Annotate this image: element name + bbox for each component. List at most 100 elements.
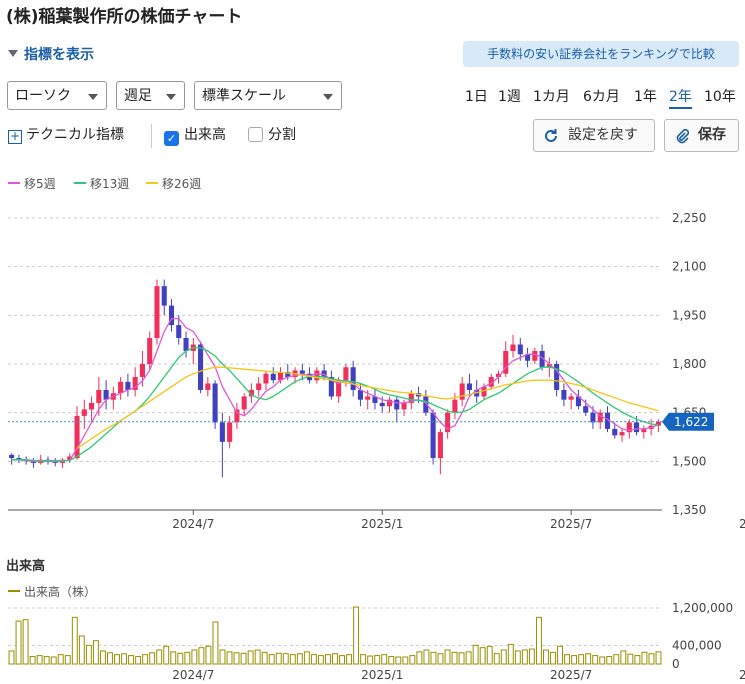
caret-down-icon — [166, 94, 176, 100]
volume-x-tick-label: 2026/1 — [739, 668, 745, 682]
chart-type-select[interactable]: ローソク — [7, 81, 107, 110]
volume-bar — [353, 606, 360, 665]
scale-value: 標準スケール — [202, 88, 286, 104]
candle-body — [423, 396, 429, 413]
period-6m[interactable]: 6カ月 — [583, 89, 620, 105]
interval-value: 週足 — [124, 88, 152, 104]
candle-body — [103, 389, 109, 400]
volume-bar — [592, 655, 599, 665]
candle-body — [270, 373, 276, 381]
y-tick-label: 1,800 — [672, 357, 706, 371]
save-button[interactable]: 保存 — [664, 119, 739, 152]
period-1w[interactable]: 1週 — [498, 89, 521, 105]
candle-body — [612, 428, 618, 436]
candle-body — [125, 381, 131, 390]
candle-body — [176, 325, 182, 339]
period-1m[interactable]: 1カ月 — [533, 89, 570, 105]
candle-body — [452, 399, 458, 413]
y-tick-label: 1,500 — [672, 454, 706, 468]
candle-body — [655, 421, 661, 426]
candle-body — [147, 338, 153, 364]
volume-bar — [634, 655, 641, 665]
volume-bar — [71, 616, 78, 665]
volume-bar — [423, 649, 430, 665]
volume-bar — [317, 655, 324, 665]
last-price-tag — [662, 412, 714, 431]
x-tick-label: 2026/1 — [739, 517, 745, 530]
volume-bar — [289, 654, 296, 665]
plus-square-icon: + — [8, 129, 22, 144]
candle-body — [277, 372, 284, 381]
price-chart[interactable]: 2,2502,1001,9501,8001,6501,5001,3502024/… — [0, 200, 745, 530]
volume-bar — [43, 656, 50, 665]
refresh-icon — [545, 129, 557, 142]
period-1y[interactable]: 1年 — [634, 89, 657, 105]
x-tick-label: 2025/7 — [550, 517, 592, 530]
volume-bar — [486, 645, 493, 665]
volume-bar — [156, 649, 163, 665]
ma13-label: 移13週 — [90, 177, 130, 191]
technical-indicator-button[interactable]: + テクニカル指標 — [8, 124, 124, 144]
y-tick-label: 2,100 — [672, 260, 706, 274]
candle-body — [67, 456, 73, 460]
period-10y[interactable]: 10年 — [704, 89, 736, 105]
candle-body — [365, 396, 371, 400]
volume-bar — [135, 656, 142, 665]
period-2y[interactable]: 2年 — [669, 86, 692, 109]
volume-checkbox[interactable]: ✓ 出来高 — [164, 124, 226, 146]
empty-checkbox-icon — [248, 127, 263, 142]
candle-body — [583, 406, 589, 413]
candle-body — [495, 373, 502, 377]
volume-bar — [205, 645, 212, 665]
volume-bar — [36, 655, 43, 665]
y-tick-label: 1,950 — [672, 308, 706, 322]
interval-select[interactable]: 週足 — [116, 81, 185, 110]
candle-body — [554, 364, 560, 390]
candle-body — [336, 380, 342, 397]
volume-bar — [374, 655, 381, 665]
candle-body — [532, 351, 538, 361]
candle-body — [568, 396, 574, 400]
candle-body — [96, 389, 102, 403]
broker-compare-link[interactable]: 手数料の安い証券会社をランキングで比較 — [463, 41, 739, 67]
volume-bar — [177, 652, 184, 665]
volume-bar — [15, 620, 22, 665]
reset-settings-label: 設定を戻す — [568, 127, 638, 143]
candle-body — [212, 383, 218, 423]
volume-bar — [191, 649, 198, 665]
volume-bar — [360, 654, 367, 665]
volume-bar — [92, 640, 99, 665]
volume-bar — [107, 652, 113, 665]
candle-body — [517, 344, 523, 355]
volume-bar — [571, 655, 578, 665]
caret-down-icon — [88, 94, 98, 100]
checkmark-icon: ✓ — [164, 131, 179, 146]
candle-body — [626, 422, 632, 433]
volume-bar — [233, 652, 240, 665]
candle-body — [481, 386, 487, 397]
volume-bar — [535, 616, 542, 665]
scale-select[interactable]: 標準スケール — [194, 81, 342, 110]
volume-bar — [578, 654, 585, 665]
ma-line-移13週 — [11, 347, 659, 462]
candle-body — [227, 422, 233, 442]
reset-settings-button[interactable]: 設定を戻す — [533, 119, 655, 152]
volume-bar — [500, 649, 507, 665]
volume-title: 出来高 — [6, 559, 46, 574]
candle-body — [430, 412, 436, 459]
candle-body — [604, 412, 611, 429]
indicator-toggle[interactable]: 指標を表示 — [8, 44, 94, 64]
technical-indicator-label: テクニカル指標 — [26, 127, 124, 143]
volume-bar — [346, 654, 353, 665]
candle-body — [328, 376, 334, 397]
candle-body — [590, 412, 596, 423]
volume-bar — [121, 653, 127, 665]
period-1d[interactable]: 1日 — [465, 89, 488, 105]
volume-chart[interactable]: 1,200,000 400,000 0 2024/7 2025/1 2025/7 2026/… — [0, 596, 745, 684]
volume-swatch — [8, 590, 20, 592]
split-checkbox[interactable]: 分割 — [248, 124, 296, 144]
indicator-toggle-label: 指標を表示 — [24, 47, 94, 63]
volume-bar — [114, 654, 120, 665]
candle-body — [510, 344, 516, 352]
candle-body — [408, 393, 414, 403]
